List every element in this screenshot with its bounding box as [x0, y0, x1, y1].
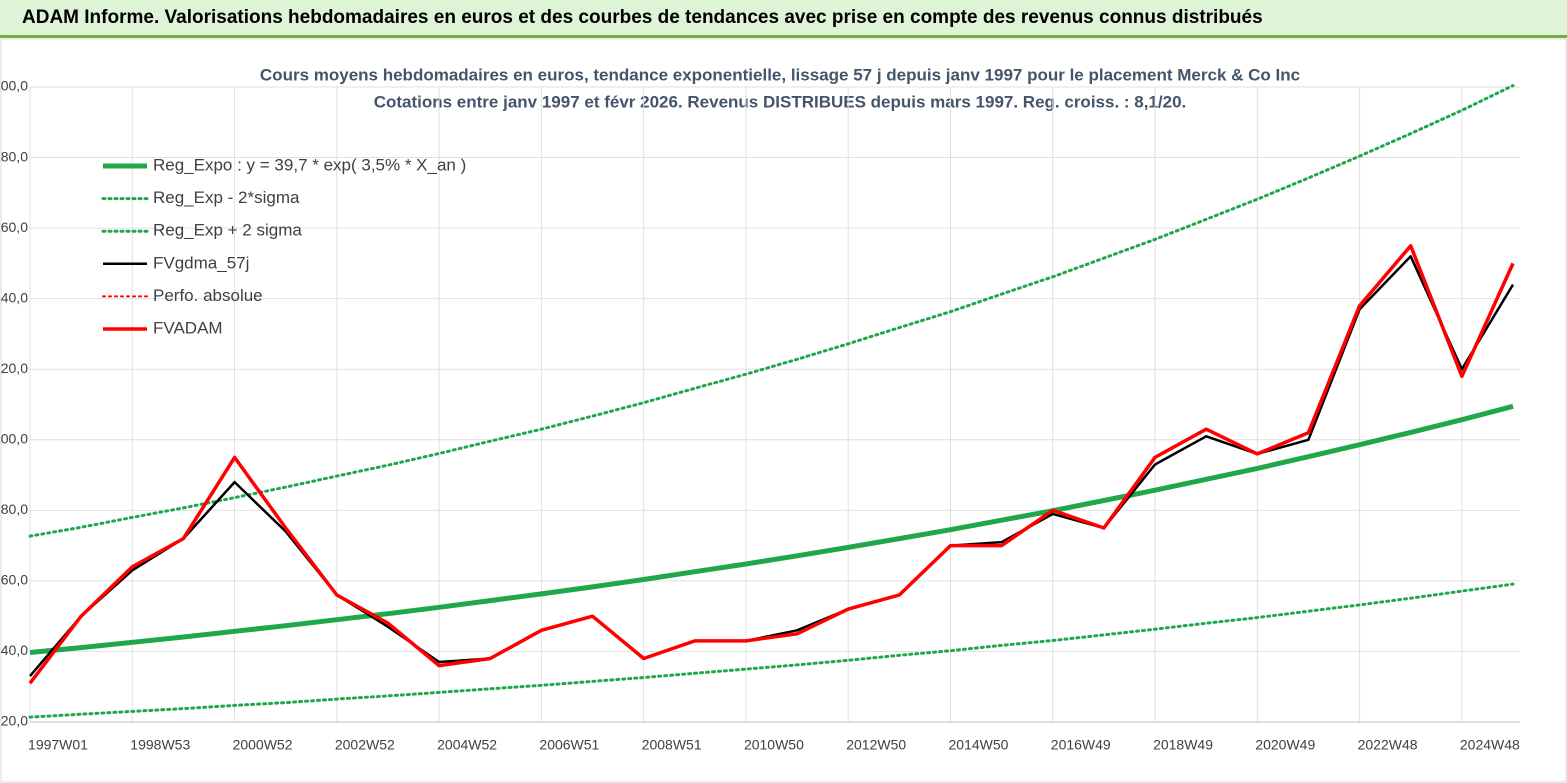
x-tick-label: 1998W53	[130, 737, 190, 753]
x-tick-label: 2016W49	[1051, 737, 1111, 753]
legend-label: Reg_Exp + 2 sigma	[153, 221, 302, 240]
y-tick-label: 100,0	[0, 430, 28, 446]
y-tick-label: 60,0	[1, 572, 28, 588]
y-tick-label: 200,0	[0, 78, 28, 94]
chart-subtitle: Cotations entre janv 1997 et févr 2026. …	[374, 92, 1187, 111]
y-tick-label: 180,0	[0, 148, 28, 164]
series-line	[29, 403, 1514, 655]
x-tick-label: 2006W51	[539, 737, 599, 753]
y-tick-label: 120,0	[0, 360, 28, 376]
series-line	[28, 582, 1515, 719]
x-tick-label: 2020W49	[1255, 737, 1315, 753]
legend-label: Reg_Exp - 2*sigma	[153, 188, 300, 207]
legend-label: FVgdma_57j	[153, 253, 249, 272]
y-tick-label: 140,0	[0, 289, 28, 305]
x-tick-label: 2008W51	[642, 737, 702, 753]
title-bar: ADAM Informe. Valorisations hebdomadaire…	[0, 0, 1567, 38]
chart-title: Cours moyens hebdomadaires en euros, ten…	[260, 65, 1300, 84]
y-tick-label: 80,0	[1, 501, 28, 517]
legend-label: Perfo. absolue	[153, 286, 263, 305]
x-tick-label: 2000W52	[233, 737, 293, 753]
legend-label: FVADAM	[153, 318, 223, 337]
x-tick-label: 2018W49	[1153, 737, 1213, 753]
chart: Cours moyens hebdomadaires en euros, ten…	[0, 38, 1567, 783]
page-title: ADAM Informe. Valorisations hebdomadaire…	[22, 7, 1263, 28]
chart-frame	[0, 38, 1567, 783]
x-tick-label: 2012W50	[846, 737, 906, 753]
y-tick-label: 40,0	[1, 642, 28, 658]
y-tick-label: 160,0	[0, 219, 28, 235]
x-tick-label: 1997W01	[28, 737, 88, 753]
x-tick-label: 2024W48	[1460, 737, 1520, 753]
x-tick-label: 2022W48	[1358, 737, 1418, 753]
legend-label: Reg_Expo : y = 39,7 * exp( 3,5% * X_an )	[153, 155, 466, 174]
series-line	[28, 244, 1515, 685]
x-tick-label: 2010W50	[744, 737, 804, 753]
series-line	[28, 84, 1515, 538]
y-tick-label: 20,0	[1, 713, 28, 729]
x-tick-label: 2002W52	[335, 737, 395, 753]
x-tick-label: 2014W50	[949, 737, 1009, 753]
x-tick-label: 2004W52	[437, 737, 497, 753]
